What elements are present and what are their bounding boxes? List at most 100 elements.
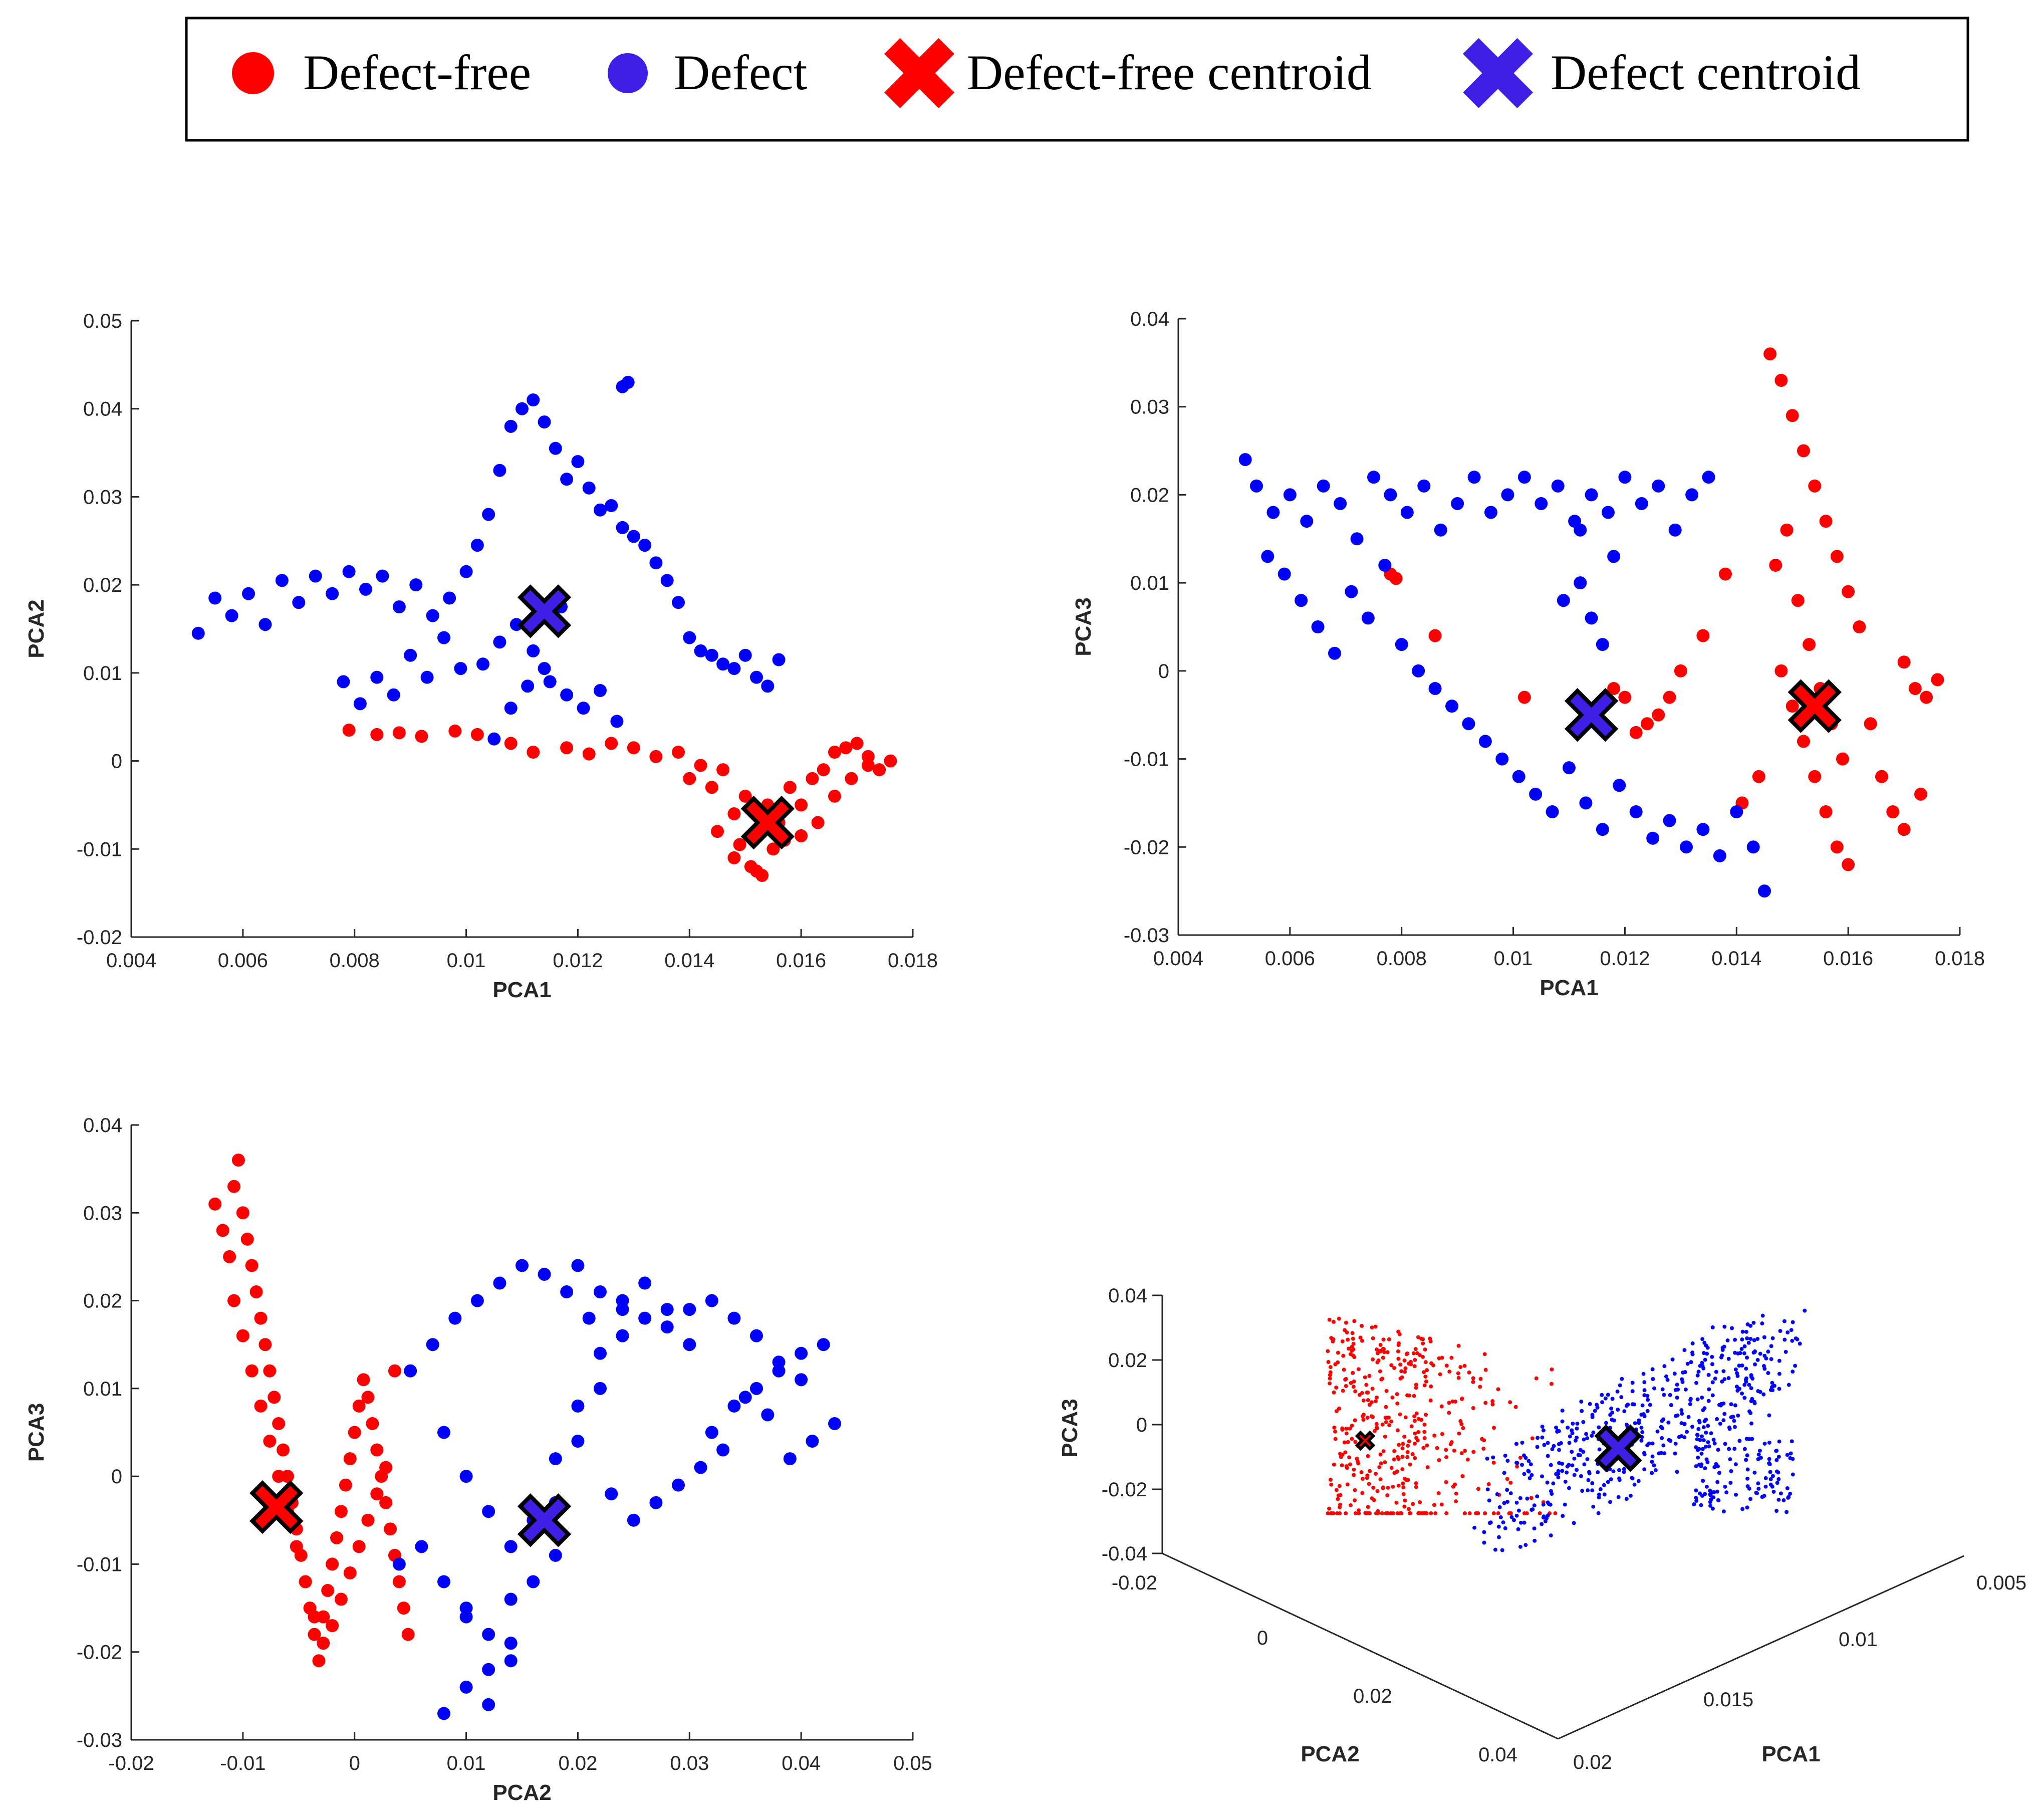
data-point — [1571, 1421, 1575, 1426]
data-point — [560, 1285, 574, 1299]
data-point — [343, 1452, 357, 1466]
data-point — [415, 730, 428, 743]
data-point — [1549, 1463, 1553, 1467]
data-point — [1522, 1511, 1526, 1515]
data-point — [1675, 1396, 1679, 1400]
x-tick-label: 0.01 — [447, 1752, 486, 1774]
data-point — [1523, 1543, 1528, 1547]
data-point — [326, 1619, 339, 1633]
data-point — [1641, 1412, 1646, 1417]
data-point — [1385, 1350, 1390, 1354]
data-point — [376, 569, 389, 583]
data-point — [1329, 1482, 1334, 1487]
data-point — [1575, 1421, 1580, 1426]
data-point — [1373, 1324, 1378, 1329]
data-point — [1632, 1482, 1637, 1487]
data-point — [482, 1505, 495, 1518]
data-point — [1703, 1357, 1707, 1362]
data-point — [1600, 1393, 1604, 1397]
data-point — [1384, 1389, 1389, 1393]
series-defect-free — [342, 724, 897, 882]
data-point — [1733, 1403, 1737, 1408]
data-point — [1582, 1437, 1586, 1442]
data-point — [1650, 1459, 1654, 1464]
data-point — [277, 1443, 290, 1457]
data-point — [1484, 506, 1497, 519]
data-point — [1699, 1451, 1704, 1456]
data-point — [1353, 1488, 1357, 1492]
data-point — [1334, 1409, 1339, 1414]
data-point — [245, 1259, 259, 1272]
data-point — [1633, 1421, 1637, 1426]
data-point — [1444, 1480, 1448, 1484]
data-point — [1597, 1425, 1601, 1430]
data-point — [1602, 506, 1615, 519]
data-point — [1311, 620, 1325, 633]
data-point — [1646, 831, 1660, 845]
data-point — [1618, 1383, 1622, 1388]
data-point — [543, 675, 557, 689]
data-point — [1695, 1448, 1700, 1452]
data-point — [660, 1303, 674, 1316]
data-point — [437, 1426, 450, 1439]
data-point — [1471, 1406, 1475, 1410]
data-point — [527, 1575, 540, 1588]
data-point — [299, 1575, 312, 1588]
data-point — [272, 1470, 286, 1483]
data-point — [1607, 682, 1621, 695]
data-point — [1546, 1454, 1550, 1458]
data-point — [1411, 1351, 1416, 1355]
data-point — [727, 1399, 741, 1413]
data-point — [733, 838, 746, 851]
data-point — [1465, 1457, 1470, 1462]
data-point — [605, 1487, 618, 1501]
data-point — [379, 1461, 393, 1474]
data-point — [1776, 1497, 1781, 1502]
data-point — [1886, 805, 1900, 818]
data-point — [1579, 1400, 1584, 1404]
data-point — [1744, 1367, 1748, 1371]
data-point — [379, 1496, 393, 1509]
data-point — [1401, 1485, 1406, 1490]
data-point — [705, 648, 718, 662]
data-point — [1501, 1520, 1505, 1525]
data-point — [1665, 1378, 1670, 1382]
data-point — [254, 1311, 268, 1325]
data-point — [1720, 1353, 1724, 1358]
data-point — [268, 1391, 281, 1404]
data-point — [1794, 1336, 1798, 1340]
data-point — [1683, 1387, 1688, 1392]
data-point — [1790, 1338, 1795, 1343]
data-point — [1378, 1477, 1383, 1482]
data-point — [1518, 1496, 1522, 1500]
x-tick-label: 0.012 — [1600, 948, 1650, 970]
data-point — [527, 746, 540, 759]
series-defect-free — [1384, 347, 1944, 871]
data-point — [1535, 1494, 1540, 1499]
data-point — [1710, 1393, 1715, 1398]
data-point — [1745, 1322, 1750, 1326]
data-point — [1332, 1390, 1336, 1395]
data-point — [1659, 1451, 1663, 1455]
data-point — [1361, 1414, 1365, 1419]
data-point — [1542, 1443, 1547, 1447]
data-point — [660, 574, 674, 587]
data-point — [1368, 1469, 1372, 1473]
data-point — [1350, 1423, 1354, 1428]
data-point — [1483, 1511, 1487, 1515]
data-point — [1532, 1526, 1537, 1531]
data-point — [1836, 752, 1849, 766]
data-point — [1396, 1349, 1400, 1353]
data-point — [1625, 1423, 1629, 1427]
data-point — [1785, 409, 1799, 422]
data-point — [1769, 1357, 1773, 1361]
data-point — [1401, 1442, 1405, 1446]
legend-label-defect-free: Defect-free — [303, 45, 531, 100]
data-point — [1487, 1521, 1492, 1525]
data-point — [1552, 1444, 1556, 1448]
data-point — [1645, 1443, 1650, 1448]
data-point — [1629, 805, 1643, 818]
data-point — [1528, 1462, 1533, 1467]
data-point — [1729, 1415, 1733, 1420]
series-defect — [1238, 453, 1771, 898]
